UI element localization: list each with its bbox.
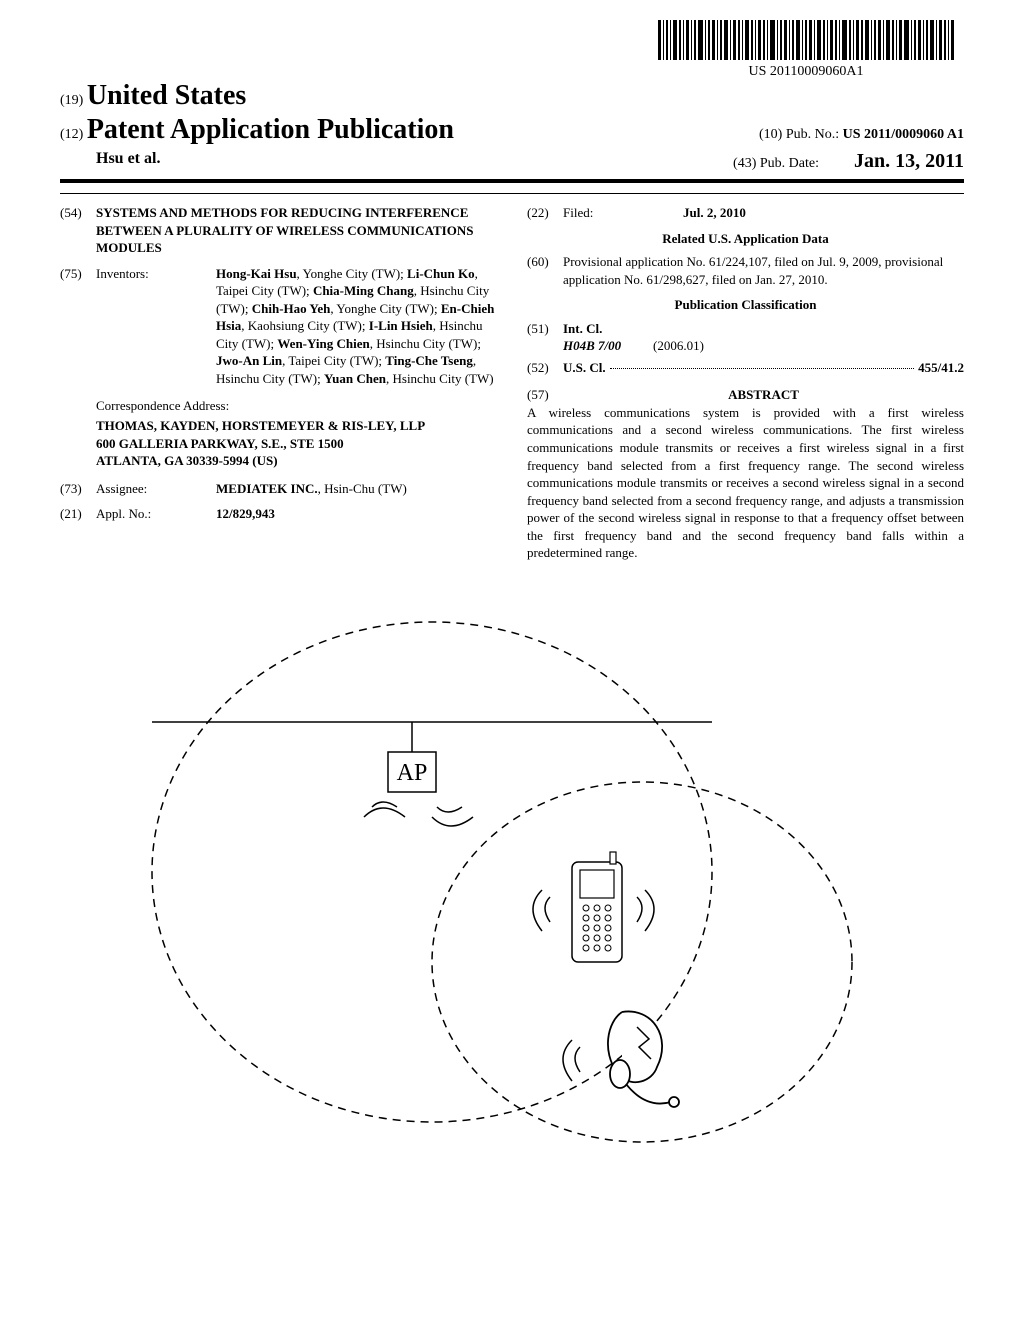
uscl-value: 455/41.2	[918, 359, 964, 377]
pubno-label: Pub. No.:	[786, 127, 839, 142]
ap-label: AP	[397, 760, 428, 786]
pub-number: US 2011/0009060 A1	[843, 127, 964, 142]
field-43-num: (43)	[733, 156, 756, 171]
dotted-leader	[610, 359, 915, 369]
field-51-num: (51)	[527, 320, 563, 355]
uscl-label: U.S. Cl.	[563, 359, 606, 377]
field-54-num: (54)	[60, 204, 96, 257]
intcl-date: (2006.01)	[653, 337, 704, 355]
inventors-list: Hong-Kai Hsu, Yonghe City (TW); Li-Chun …	[216, 265, 497, 388]
related-app-text: Provisional application No. 61/224,107, …	[563, 253, 964, 288]
correspondence-line: THOMAS, KAYDEN, HORSTEMEYER & RIS-LEY, L…	[96, 418, 425, 433]
filed-label: Filed:	[563, 204, 683, 222]
field-10-num: (10)	[759, 127, 782, 142]
barcode-text: US 20110009060A1	[658, 64, 954, 80]
correspondence-label: Correspondence Address:	[96, 397, 497, 415]
patent-figure: AP	[60, 592, 964, 1152]
divider	[60, 179, 964, 183]
author-line: Hsu et al.	[60, 150, 160, 173]
intcl-label: Int. Cl.	[563, 321, 602, 336]
divider	[60, 193, 964, 194]
applno-label: Appl. No.:	[96, 505, 216, 523]
correspondence-line: 600 GALLERIA PARKWAY, S.E., STE 1500	[96, 436, 344, 451]
applno-value: 12/829,943	[216, 506, 275, 521]
doc-type: Patent Application Publication	[87, 114, 454, 145]
country-name: United States	[87, 80, 246, 111]
assignee-label: Assignee:	[96, 480, 216, 498]
field-21-num: (21)	[60, 505, 96, 523]
barcode-block: US 20110009060A1	[658, 20, 954, 80]
intcl-code: H04B 7/00	[563, 337, 653, 355]
field-12-num: (12)	[60, 127, 83, 142]
assignee-value: MEDIATEK INC., Hsin-Chu (TW)	[216, 480, 497, 498]
pubclass-heading: Publication Classification	[527, 296, 964, 314]
field-52-num: (52)	[527, 359, 563, 377]
abstract-text: A wireless communications system is prov…	[527, 404, 964, 562]
patent-title: SYSTEMS AND METHODS FOR REDUCING INTERFE…	[96, 204, 497, 257]
field-57-num: (57)	[527, 386, 563, 404]
filed-value: Jul. 2, 2010	[683, 205, 746, 220]
correspondence-line: ATLANTA, GA 30339-5994 (US)	[96, 453, 278, 468]
field-73-num: (73)	[60, 480, 96, 498]
barcode-icon	[658, 20, 954, 60]
inventors-label: Inventors:	[96, 265, 216, 388]
pub-date: Jan. 13, 2011	[854, 150, 964, 172]
field-19-num: (19)	[60, 93, 83, 108]
abstract-label: ABSTRACT	[728, 387, 799, 402]
related-heading: Related U.S. Application Data	[527, 230, 964, 248]
field-60-num: (60)	[527, 253, 563, 288]
field-75-num: (75)	[60, 265, 96, 388]
pubdate-label: Pub. Date:	[760, 156, 819, 171]
field-22-num: (22)	[527, 204, 563, 222]
